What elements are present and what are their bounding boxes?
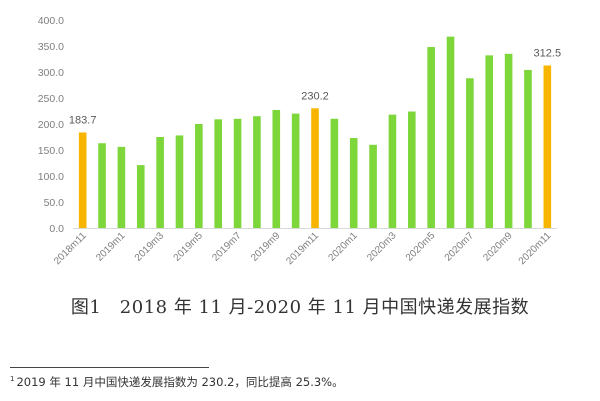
data-label-2018m11: 183.7 bbox=[69, 114, 97, 126]
bar-2019m6 bbox=[214, 119, 222, 228]
bar-2020m3 bbox=[388, 114, 397, 228]
y-tick-label: 350.0 bbox=[38, 41, 64, 53]
bar-2019m1 bbox=[117, 146, 126, 228]
x-tick-label: 2019m1 bbox=[94, 230, 128, 264]
bar-2019m3 bbox=[156, 137, 164, 228]
y-tick-label: 0.0 bbox=[49, 223, 64, 235]
data-label-2020m11: 312.5 bbox=[534, 48, 562, 60]
y-tick-label: 250.0 bbox=[38, 93, 64, 105]
bar-2020m1 bbox=[349, 138, 358, 228]
x-tick-label: 2020m7 bbox=[443, 230, 477, 264]
bar-2020m5 bbox=[427, 47, 435, 228]
bar-2019m7 bbox=[233, 118, 242, 228]
bar-2019m8 bbox=[253, 116, 261, 228]
x-tick-label: 2019m7 bbox=[210, 230, 244, 264]
x-tick-label: 2020m9 bbox=[481, 230, 515, 264]
x-tick-label: 2018m11 bbox=[52, 230, 89, 267]
x-axis: 2018m11 2019m1 2019m3 2019m5 2019m7 2019m9 201… bbox=[52, 228, 557, 267]
data-label-2019m11: 230.2 bbox=[301, 90, 329, 102]
x-tick-label: 2019m3 bbox=[133, 230, 167, 264]
footnote: 1 2019 年 11 月中国快递发展指数为 230.2，同比提高 25.3%。 bbox=[10, 374, 344, 390]
bar-2019m12 bbox=[330, 118, 339, 228]
y-tick-label: 50.0 bbox=[44, 197, 65, 209]
bar-2019m2 bbox=[136, 165, 145, 228]
bar-2019m10 bbox=[291, 113, 300, 228]
bar-2019m4 bbox=[175, 135, 184, 228]
x-tick-label: 2019m9 bbox=[249, 230, 283, 264]
x-tick-label: 2020m1 bbox=[327, 230, 361, 264]
x-tick-label: 2020m11 bbox=[517, 230, 554, 267]
bar-2020m11 bbox=[543, 65, 552, 228]
figure-caption: 图1 2018 年 11 月-2020 年 11 月中国快递发展指数 bbox=[70, 297, 530, 318]
footnote-marker: 1 bbox=[10, 375, 15, 383]
y-tick-label: 200.0 bbox=[38, 119, 64, 131]
bar-2019m11 bbox=[311, 108, 319, 228]
y-tick-label: 150.0 bbox=[38, 145, 64, 157]
bar-2020m4 bbox=[408, 111, 416, 228]
bar-2020m2 bbox=[369, 144, 377, 228]
express-index-bar-chart: 0.0 50.0 100.0 150.0 200.0 250.0 300.0 350.0 400… bbox=[38, 15, 561, 267]
bar-2020m9 bbox=[504, 53, 513, 228]
bar-2018m11 bbox=[78, 132, 87, 228]
x-tick-label: 2019m5 bbox=[172, 230, 206, 264]
footnote-divider bbox=[10, 367, 209, 368]
bar-2020m8 bbox=[485, 55, 494, 228]
y-tick-label: 100.0 bbox=[38, 171, 64, 183]
bar-2019m9 bbox=[272, 109, 281, 228]
bar-2020m7 bbox=[466, 78, 474, 229]
y-tick-label: 300.0 bbox=[38, 67, 64, 79]
y-tick-label: 400.0 bbox=[38, 15, 64, 27]
bar-2018m12 bbox=[98, 143, 106, 228]
x-tick-label: 2020m3 bbox=[365, 230, 399, 264]
x-tick-label: 2019m11 bbox=[284, 230, 321, 267]
data-labels: 183.7 230.2 312.5 bbox=[69, 48, 561, 127]
bar-2020m10 bbox=[524, 69, 532, 228]
footnote-text: 2019 年 11 月中国快递发展指数为 230.2，同比提高 25.3%。 bbox=[16, 375, 344, 389]
bar-2019m5 bbox=[195, 124, 203, 228]
y-axis: 0.0 50.0 100.0 150.0 200.0 250.0 300.0 350.0 400… bbox=[38, 15, 64, 235]
bar-2020m6 bbox=[446, 36, 455, 228]
x-tick-label: 2020m5 bbox=[404, 230, 438, 264]
bar-series bbox=[78, 36, 552, 229]
